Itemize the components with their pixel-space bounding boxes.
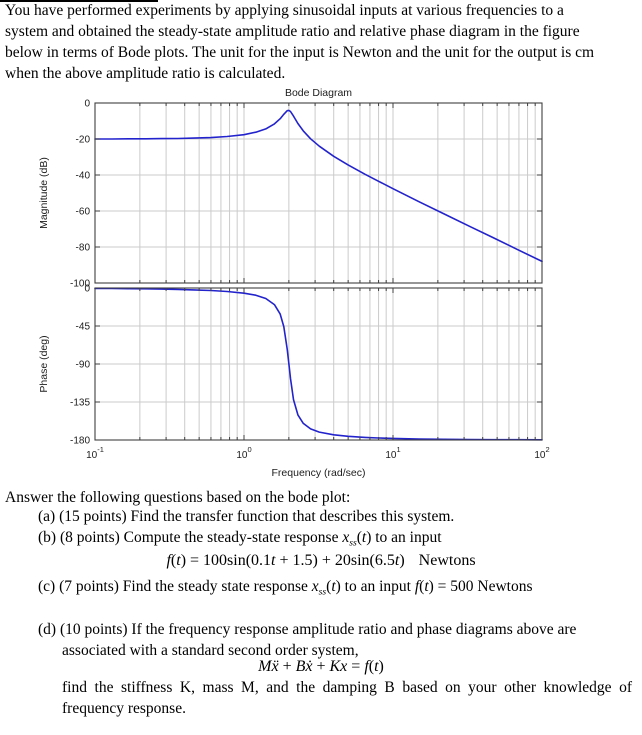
y-tick-label: 0 — [84, 99, 90, 110]
question-d-tail: find the stiffness K, mass M, and the da… — [62, 677, 632, 719]
y-tick-label: -80 — [76, 243, 91, 254]
text-line: find the stiffness K, mass M, and the da… — [62, 679, 632, 696]
text-line: frequency response. — [62, 700, 186, 717]
y-tick-label: -135 — [70, 398, 90, 409]
grid-lines — [95, 103, 542, 283]
y-tick-label: -60 — [76, 207, 91, 218]
magnitude-curve — [94, 109, 543, 263]
magnitude-subplot: 0 -20 -40 -60 -80 -100 Magnitude (dB) — [38, 99, 543, 290]
question-a: (a) (15 points) Find the transfer functi… — [38, 508, 455, 525]
questions-lead: Answer the following questions based on … — [5, 489, 351, 506]
bode-diagram-figure: Bode Diagram 0 -20 -40 -60 -80 -100 Magnitude (… — [0, 85, 642, 485]
y-tick-label: -40 — [76, 171, 91, 182]
y-tick-label: -100 — [70, 279, 90, 290]
question-c: (c) (7 points) Find the steady state res… — [38, 578, 533, 598]
text-line: You have performed experiments by applyi… — [5, 2, 564, 19]
magnitude-axis-label: Magnitude (dB) — [38, 157, 50, 229]
tick-marks — [94, 287, 543, 441]
text-line: when the above amplitude ratio is calcul… — [5, 65, 286, 82]
y-tick-label: 0 — [84, 284, 90, 295]
question-b: (b) (8 points) Compute the steady-state … — [38, 529, 442, 549]
equation-d: Mẍ + Bẋ + Kx = f(t) — [258, 658, 384, 675]
x-tick-label: 101 — [385, 445, 400, 461]
x-tick-label: 10-1 — [86, 445, 104, 461]
phase-subplot: 0 -45 -90 -135 -180 Phase (deg) — [38, 284, 543, 447]
text-line: system and obtained the steady-state amp… — [5, 23, 580, 40]
x-axis-label: Frequency (rad/sec) — [272, 467, 366, 479]
top-rule — [0, 0, 158, 2]
phase-curve — [94, 287, 543, 441]
text-line: below in terms of Bode plots. The unit f… — [5, 44, 595, 61]
phase-axis-label: Phase (deg) — [38, 335, 50, 392]
question-d-line1: (d) (10 points) If the frequency respons… — [38, 621, 577, 638]
tick-marks — [94, 102, 543, 284]
bode-diagram-svg: Bode Diagram 0 -20 -40 -60 -80 -100 Magnitude (… — [38, 87, 550, 479]
question-d-line2: associated with a standard second order … — [62, 642, 359, 659]
y-tick-label: -90 — [76, 360, 91, 371]
y-tick-label: -20 — [76, 135, 91, 146]
equation-b: f(t) = 100sin(0.1t + 1.5) + 20sin(6.5t) N… — [166, 552, 476, 569]
y-tick-label: -45 — [76, 322, 91, 333]
chart-title: Bode Diagram — [285, 87, 352, 99]
grid-lines — [95, 288, 542, 440]
x-tick-label: 102 — [534, 445, 549, 461]
intro-paragraph: You have performed experiments by applyi… — [5, 0, 641, 84]
y-tick-label: -180 — [70, 436, 90, 447]
x-tick-label: 100 — [236, 445, 251, 461]
